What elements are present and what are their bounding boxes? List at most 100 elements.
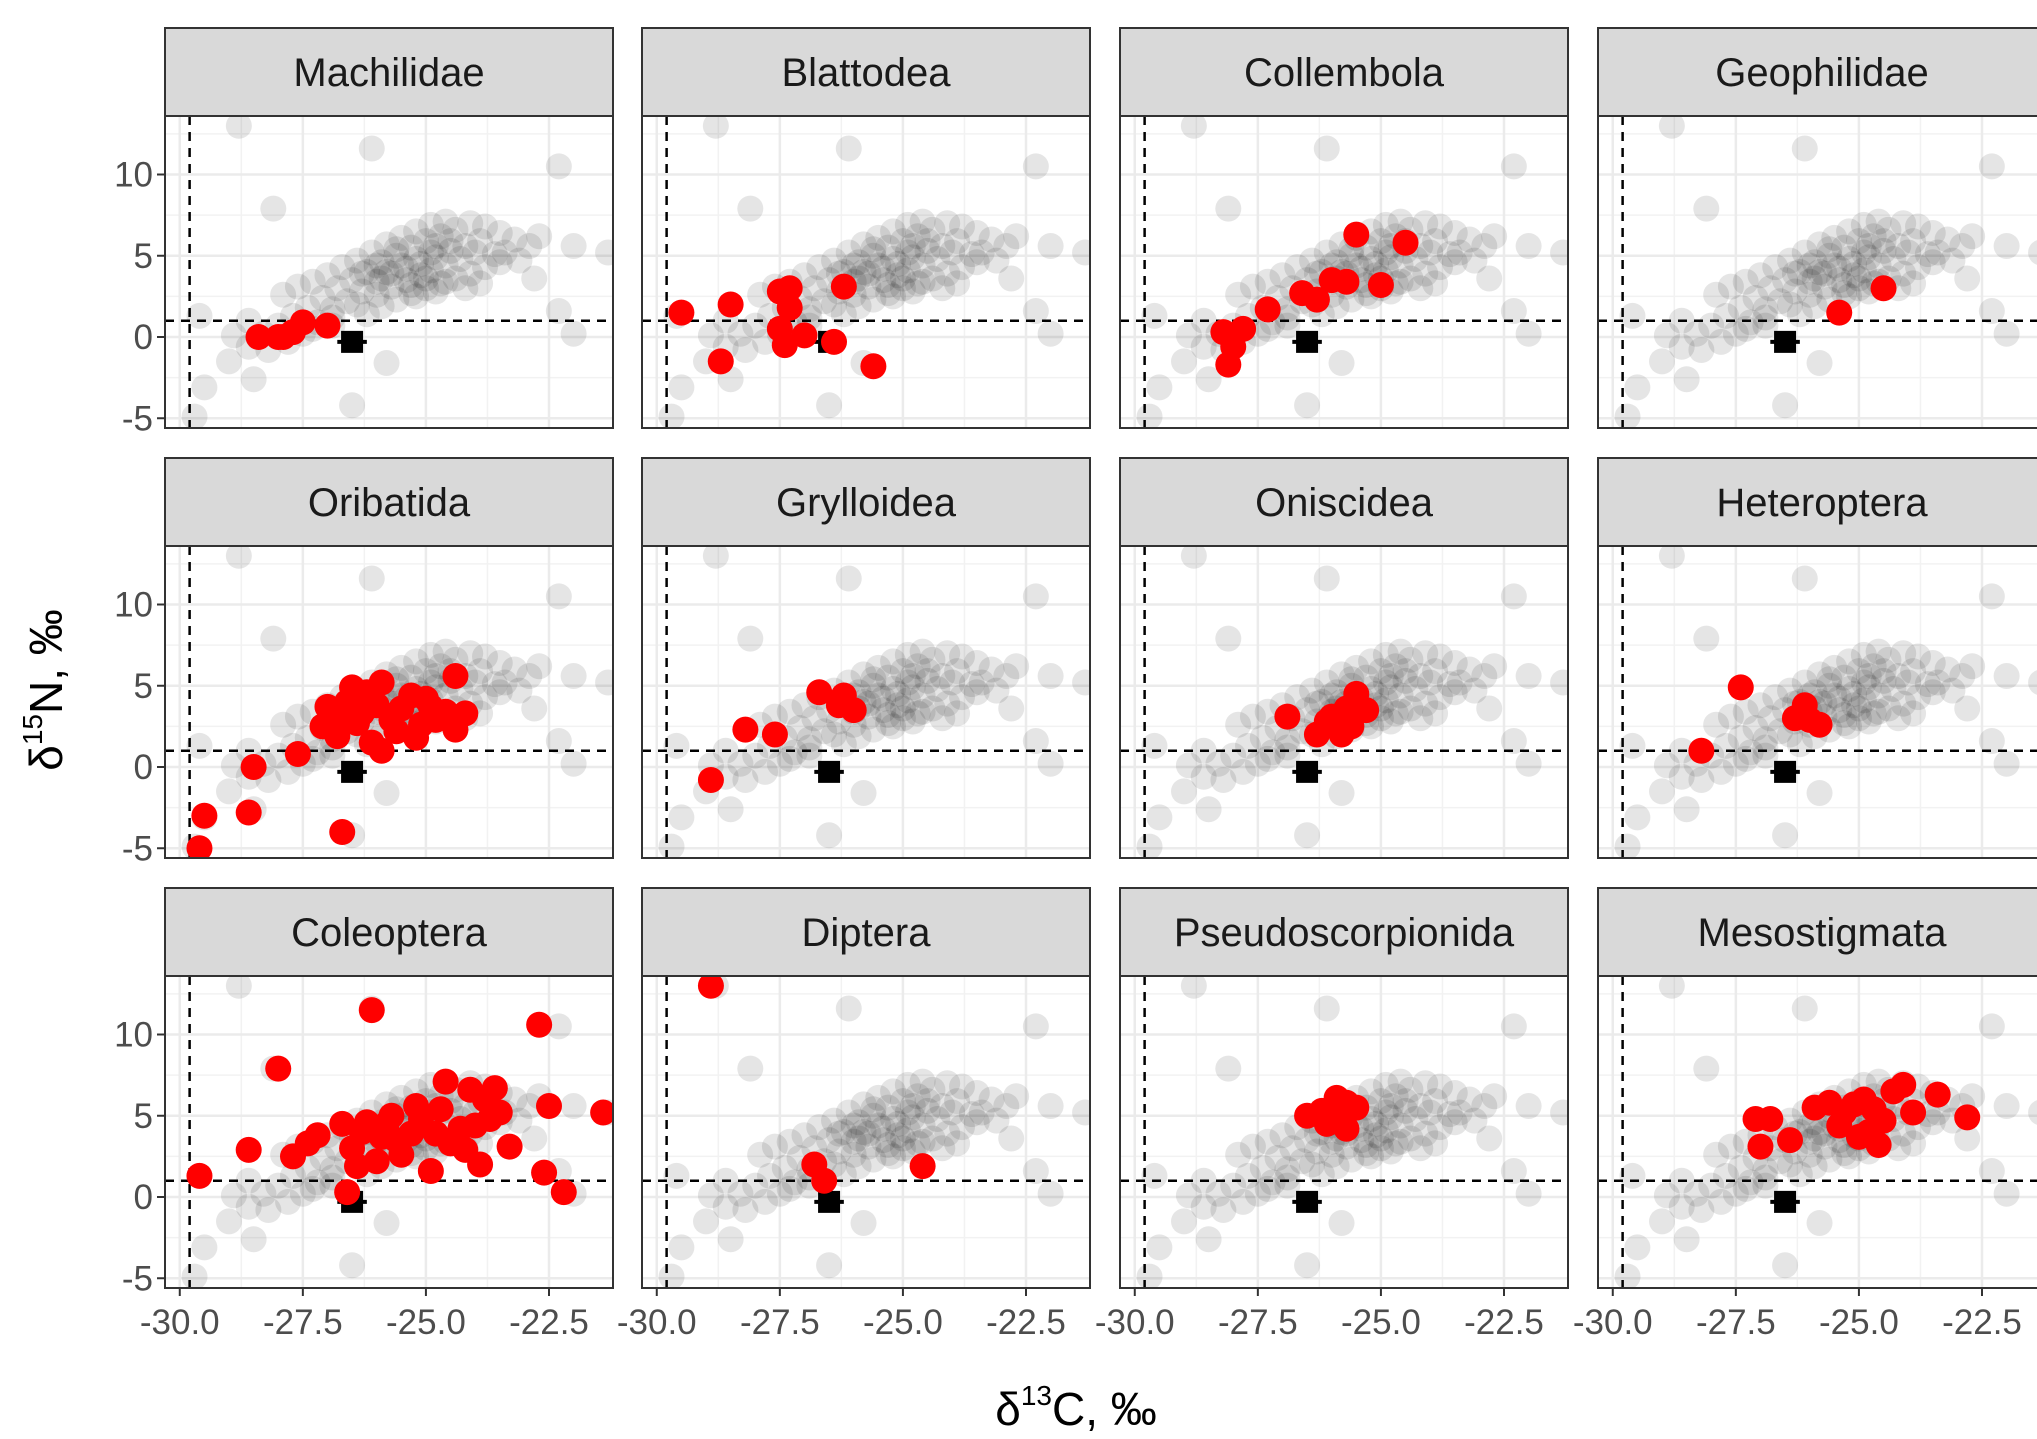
background-point <box>914 1088 941 1115</box>
background-point <box>949 1114 975 1141</box>
plot-content-geophilidae <box>1598 116 2037 428</box>
background-point <box>885 692 911 719</box>
background-point <box>1816 236 1843 263</box>
background-point <box>747 281 774 308</box>
background-point <box>1693 625 1720 652</box>
background-point <box>934 640 961 667</box>
background-point <box>1136 1263 1163 1288</box>
background-point <box>501 226 528 253</box>
background-point <box>885 262 911 289</box>
background-point <box>1461 247 1488 274</box>
background-point <box>289 1180 316 1207</box>
background-point <box>1377 708 1404 735</box>
background-point <box>1003 223 1030 250</box>
background-point <box>1387 1128 1414 1155</box>
background-point <box>1471 1093 1498 1119</box>
background-point <box>457 260 484 287</box>
background-point <box>1821 252 1848 279</box>
background-point <box>373 1210 400 1236</box>
background-point <box>875 280 902 307</box>
background-point <box>1831 664 1858 691</box>
background-point <box>963 220 990 246</box>
background-point <box>442 216 469 243</box>
background-point <box>1993 750 2020 777</box>
background-point <box>909 1068 936 1095</box>
background-point <box>437 237 464 264</box>
background-point <box>1328 661 1355 688</box>
background-point <box>1407 275 1434 302</box>
background-point <box>1022 153 1049 180</box>
background-point <box>1313 565 1340 592</box>
background-point <box>1299 1151 1325 1178</box>
background-point <box>1387 638 1414 665</box>
background-point <box>702 116 729 139</box>
background-point <box>919 1125 946 1152</box>
background-point <box>358 135 385 162</box>
background-point <box>1328 1210 1355 1236</box>
background-point <box>1826 697 1853 724</box>
background-point <box>1831 234 1858 261</box>
background-point <box>1417 239 1444 266</box>
background-point <box>304 1169 331 1196</box>
panel-border-blattodea <box>641 115 1091 429</box>
background-point <box>860 242 887 269</box>
background-point <box>850 231 877 258</box>
background-point <box>1407 705 1434 732</box>
background-point <box>1190 763 1217 790</box>
background-point <box>1806 1210 1833 1236</box>
background-point <box>860 666 887 693</box>
plot-area-geophilidae <box>1598 116 2037 428</box>
background-point <box>1003 653 1030 680</box>
background-point <box>1387 208 1414 235</box>
background-point <box>344 247 370 274</box>
plot-area-machilidae <box>165 116 613 428</box>
background-point <box>816 822 843 849</box>
background-point <box>1037 663 1064 689</box>
background-point <box>978 226 1005 253</box>
background-point <box>1737 739 1764 766</box>
background-point <box>781 739 808 766</box>
background-point <box>1934 656 1961 683</box>
background-point <box>1781 260 1808 287</box>
background-point <box>1427 1073 1453 1100</box>
background-point <box>1249 724 1276 751</box>
background-point <box>408 250 434 277</box>
reference-point <box>341 330 364 353</box>
background-point <box>1294 1252 1321 1279</box>
background-point <box>860 286 887 313</box>
background-point <box>1171 1208 1197 1235</box>
background-point <box>702 546 729 569</box>
background-point <box>1515 320 1542 347</box>
background-point <box>875 664 902 691</box>
background-point <box>383 242 410 269</box>
background-point <box>816 392 843 419</box>
background-point <box>1919 249 1946 276</box>
background-point <box>1762 684 1789 711</box>
background-point <box>1377 1104 1404 1131</box>
background-point <box>1855 674 1882 701</box>
x-tick-label: -30.0 <box>1095 1303 1175 1342</box>
x-tick-label: -22.5 <box>1942 1303 2022 1342</box>
background-point <box>1880 676 1907 702</box>
background-point <box>427 270 454 297</box>
background-point <box>880 218 907 245</box>
background-point <box>299 268 326 295</box>
background-point <box>663 732 690 759</box>
background-point <box>1190 1193 1217 1220</box>
background-point <box>545 298 572 324</box>
background-point <box>1500 298 1527 324</box>
background-point <box>855 1133 882 1160</box>
background-point <box>845 293 872 320</box>
background-point <box>1427 684 1453 711</box>
background-point <box>889 1125 916 1152</box>
background-point <box>521 695 548 722</box>
background-point <box>1752 734 1779 761</box>
background-point <box>1072 669 1090 696</box>
background-point <box>1254 698 1281 725</box>
background-point <box>1274 726 1301 753</box>
background-point <box>860 1146 887 1173</box>
background-point <box>1777 1107 1803 1134</box>
background-point <box>835 239 862 266</box>
background-point <box>806 254 833 281</box>
data-point-coleoptera <box>348 1119 375 1145</box>
